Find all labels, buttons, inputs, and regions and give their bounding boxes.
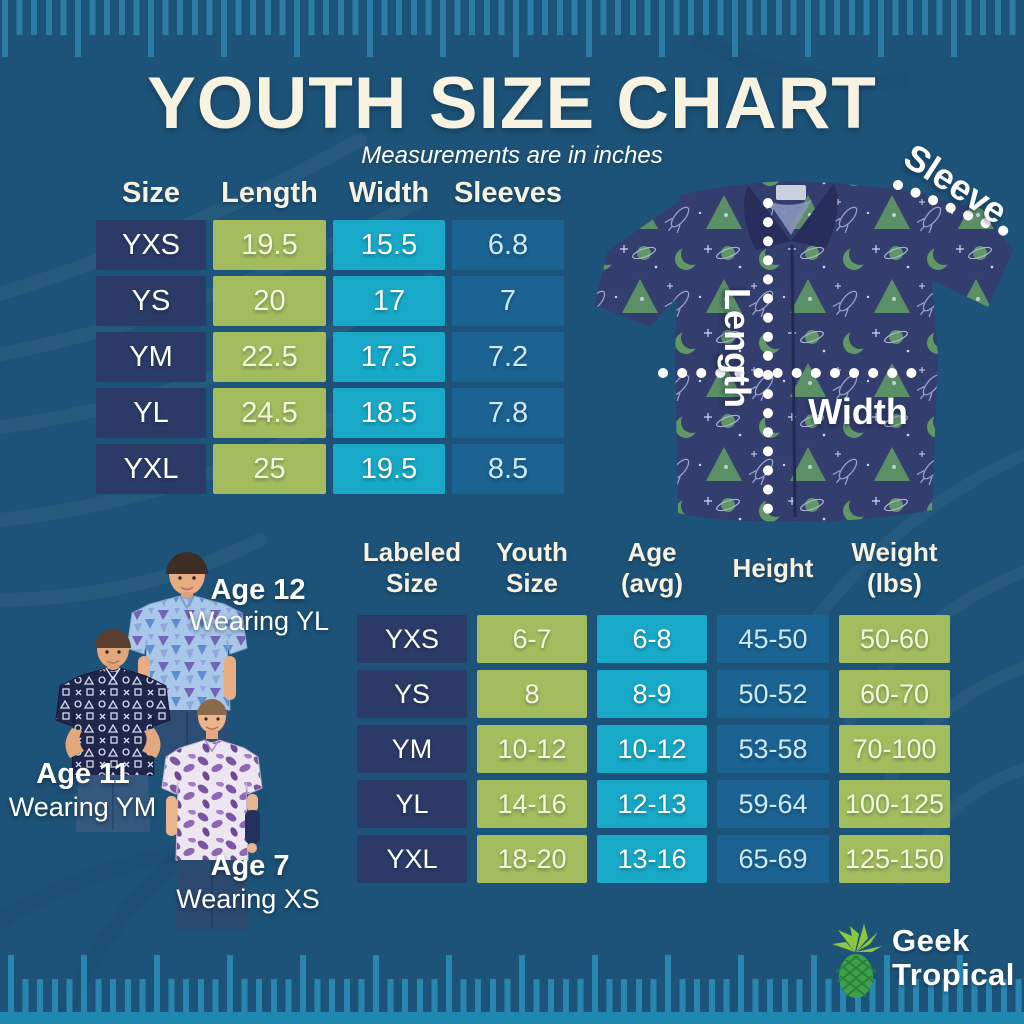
youth-size-cell: 14-16 — [477, 780, 587, 828]
youth-size-cell: 8 — [477, 670, 587, 718]
ruler-top-decoration — [0, 0, 1024, 60]
shirt-graphic — [594, 180, 1013, 522]
size-cell: YS — [96, 276, 206, 326]
length-cell: 19.5 — [213, 220, 326, 270]
column-header-age: Age (avg) — [620, 537, 684, 598]
width-cell: 17.5 — [333, 332, 445, 382]
weight-cell: 100-125 — [839, 780, 950, 828]
weight-cell: 125-150 — [839, 835, 950, 883]
age-cell: 6-8 — [597, 615, 707, 663]
labeled-size-cell: YXS — [357, 615, 467, 663]
column-header-sleeves: Sleeves — [453, 176, 563, 209]
sleeves-cell: 7 — [452, 276, 564, 326]
sleeves-cell: 7.8 — [452, 388, 564, 438]
width-cell: 17 — [333, 276, 445, 326]
column-header-length: Length — [221, 176, 318, 209]
page-subtitle: Measurements are in inches — [361, 142, 663, 169]
height-cell: 65-69 — [717, 835, 829, 883]
column-header-weight: Weight (lbs) — [851, 537, 938, 598]
width-cell: 19.5 — [333, 444, 445, 494]
ruler-tall-ticks — [2, 0, 1024, 57]
page-title: YOUTH SIZE CHART — [147, 63, 877, 144]
size-cell: YL — [96, 388, 206, 438]
length-cell: 22.5 — [213, 332, 326, 382]
height-cell: 59-64 — [717, 780, 829, 828]
size-cell: YXL — [96, 444, 206, 494]
width-cell: 18.5 — [333, 388, 445, 438]
age-cell: 12-13 — [597, 780, 707, 828]
youth-size-cell: 6-7 — [477, 615, 587, 663]
width-label: Width — [808, 391, 908, 432]
column-header-size: Size — [121, 176, 181, 209]
model-wearing-label: Wearing YL — [188, 606, 330, 636]
sleeves-cell: 8.5 — [452, 444, 564, 494]
age-cell: 10-12 — [597, 725, 707, 773]
model-photos — [55, 552, 263, 930]
model-age-label: Age 12 — [210, 574, 306, 606]
labeled-size-cell: YL — [357, 780, 467, 828]
model-photo-age-11 — [55, 629, 171, 832]
age-cell: 8-9 — [597, 670, 707, 718]
width-cell: 15.5 — [333, 220, 445, 270]
bottom-accent-bar — [0, 1012, 1024, 1024]
shirt-tag — [776, 185, 806, 200]
measurement-table: Size Length Width Sleeves YXS 19.5 15.5 … — [96, 172, 564, 494]
column-header-youth-size: Youth Size — [496, 537, 568, 598]
height-cell: 53-58 — [717, 725, 829, 773]
model-wearing-label: Wearing YM — [8, 792, 157, 822]
model-age-label: Age 7 — [210, 850, 290, 882]
length-cell: 25 — [213, 444, 326, 494]
pineapple-icon — [832, 924, 882, 998]
size-cell: YM — [96, 332, 206, 382]
column-header-labeled-size: Labeled Size — [362, 537, 462, 598]
length-cell: 20 — [213, 276, 326, 326]
collar-right — [791, 183, 838, 248]
weight-cell: 50-60 — [839, 615, 950, 663]
collar-inner — [768, 200, 812, 235]
model-photo-age-7 — [161, 699, 263, 930]
labeled-size-cell: YXL — [357, 835, 467, 883]
shirt-diagram — [580, 155, 1024, 540]
size-cell: YXS — [96, 220, 206, 270]
logo-text-line1: Geek — [892, 923, 970, 958]
weight-cell: 70-100 — [839, 725, 950, 773]
weight-cell: 60-70 — [839, 670, 950, 718]
model-wearing-label: Wearing XS — [176, 884, 320, 914]
youth-size-cell: 18-20 — [477, 835, 587, 883]
height-cell: 50-52 — [717, 670, 829, 718]
labeled-size-cell: YM — [357, 725, 467, 773]
height-cell: 45-50 — [717, 615, 829, 663]
fit-table: Labeled Size Youth Size Age (avg) Height… — [357, 528, 950, 883]
sleeves-cell: 6.8 — [452, 220, 564, 270]
column-header-width: Width — [348, 176, 430, 209]
sleeves-cell: 7.2 — [452, 332, 564, 382]
labeled-size-cell: YS — [357, 670, 467, 718]
column-header-height: Height — [732, 552, 814, 583]
logo-text-line2: Tropical — [892, 957, 1015, 992]
length-cell: 24.5 — [213, 388, 326, 438]
youth-size-cell: 10-12 — [477, 725, 587, 773]
length-label: Length — [717, 288, 758, 408]
sleeve-dotted-line — [893, 180, 1009, 236]
model-age-label: Age 11 — [36, 758, 130, 790]
brand-logo: Geek Tropical — [828, 924, 1015, 1002]
age-cell: 13-16 — [597, 835, 707, 883]
button-placket — [790, 244, 797, 518]
